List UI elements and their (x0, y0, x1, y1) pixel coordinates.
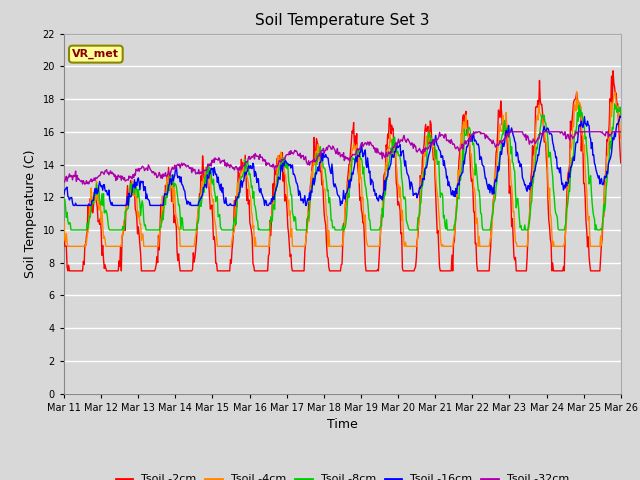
X-axis label: Time: Time (327, 418, 358, 431)
Y-axis label: Soil Temperature (C): Soil Temperature (C) (24, 149, 37, 278)
Text: VR_met: VR_met (72, 49, 119, 59)
Title: Soil Temperature Set 3: Soil Temperature Set 3 (255, 13, 429, 28)
Legend: Tsoil -2cm, Tsoil -4cm, Tsoil -8cm, Tsoil -16cm, Tsoil -32cm: Tsoil -2cm, Tsoil -4cm, Tsoil -8cm, Tsoi… (111, 470, 573, 480)
